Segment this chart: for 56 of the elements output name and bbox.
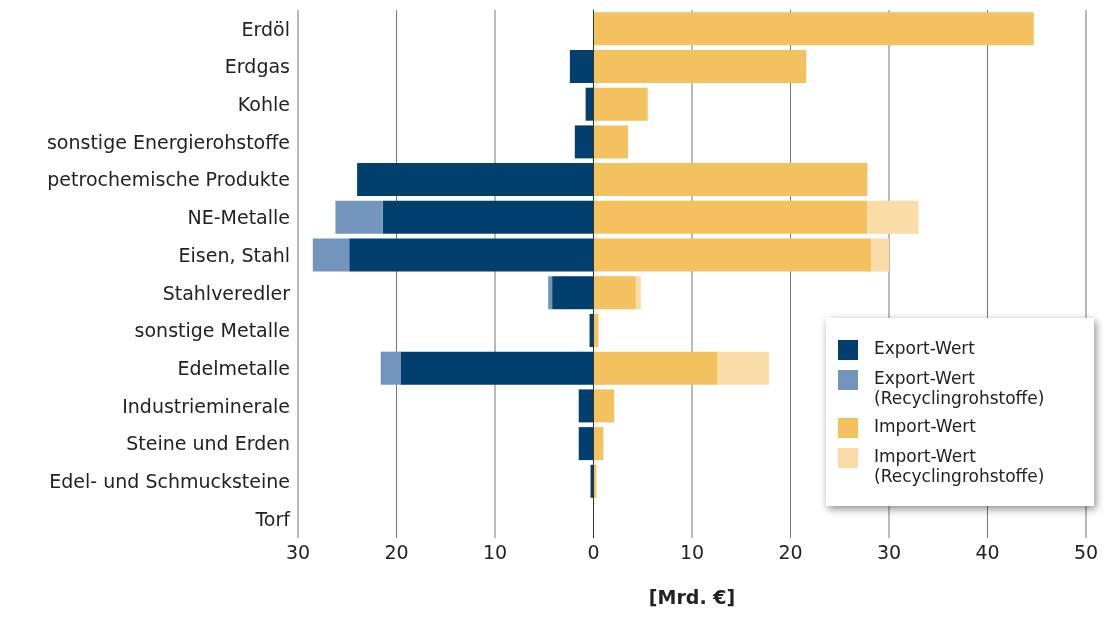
legend-label: Export-Wert (Recyclingrohstoffe): [874, 368, 1046, 408]
y-tick-label: Eisen, Stahl: [178, 243, 290, 266]
bar: [593, 276, 636, 310]
bar: [349, 238, 594, 272]
y-tick-label: Edel- und Schmucksteine: [49, 470, 290, 493]
y-tick-label: Erdgas: [224, 55, 290, 78]
bar: [548, 276, 553, 310]
x-tick-label: 50: [1073, 541, 1099, 564]
x-tick-label: 30: [876, 541, 902, 564]
legend-label: Import-Wert (Recyclingrohstoffe): [874, 446, 1046, 486]
y-tick-label: sonstige Metalle: [134, 319, 290, 342]
x-tick-label: 20: [384, 541, 409, 564]
x-tick-label: 0: [587, 541, 600, 564]
y-tick-label: NE-Metalle: [187, 206, 290, 229]
bar: [574, 125, 594, 159]
legend-label: Import-Wert: [874, 416, 976, 436]
bar: [578, 389, 594, 423]
y-tick-label: petrochemische Produkte: [47, 168, 290, 191]
bar: [312, 238, 350, 272]
y-tick-label: Torf: [254, 507, 292, 530]
x-tick-label: 10: [482, 541, 508, 564]
bar: [593, 87, 648, 121]
legend-label: Export-Wert: [874, 338, 976, 358]
y-tick-label: Steine und Erden: [126, 432, 290, 455]
bar: [593, 163, 868, 197]
x-tick-label: 10: [679, 541, 705, 564]
bar: [357, 163, 594, 197]
bar: [552, 276, 594, 310]
bar: [578, 427, 594, 461]
bar: [871, 238, 889, 272]
bar: [335, 200, 383, 234]
y-tick-label: Stahlveredler: [162, 281, 291, 304]
bar: [593, 427, 604, 461]
x-axis-title: [Mrd. €]: [648, 586, 736, 608]
bar: [593, 12, 1034, 46]
bar: [717, 351, 769, 385]
y-tick-label: Edelmetalle: [177, 357, 290, 380]
bar: [569, 49, 594, 83]
bar: [382, 200, 594, 234]
bar: [380, 351, 401, 385]
bar: [593, 49, 807, 83]
bar: [635, 276, 641, 310]
bar: [593, 389, 615, 423]
bar: [867, 200, 919, 234]
y-tick-label: Kohle: [237, 93, 290, 116]
x-tick-label: 20: [778, 541, 803, 564]
y-tick-label: sonstige Energierohstoffe: [46, 130, 290, 153]
bar: [593, 351, 718, 385]
bar: [593, 200, 868, 234]
bar: [593, 238, 872, 272]
x-tick-label: 30: [285, 541, 311, 564]
bar: [400, 351, 594, 385]
bar: [593, 125, 628, 159]
y-tick-label: Industrieminerale: [122, 394, 290, 417]
y-tick-label: Erdöl: [241, 17, 290, 40]
x-tick-label: 40: [975, 541, 1000, 564]
